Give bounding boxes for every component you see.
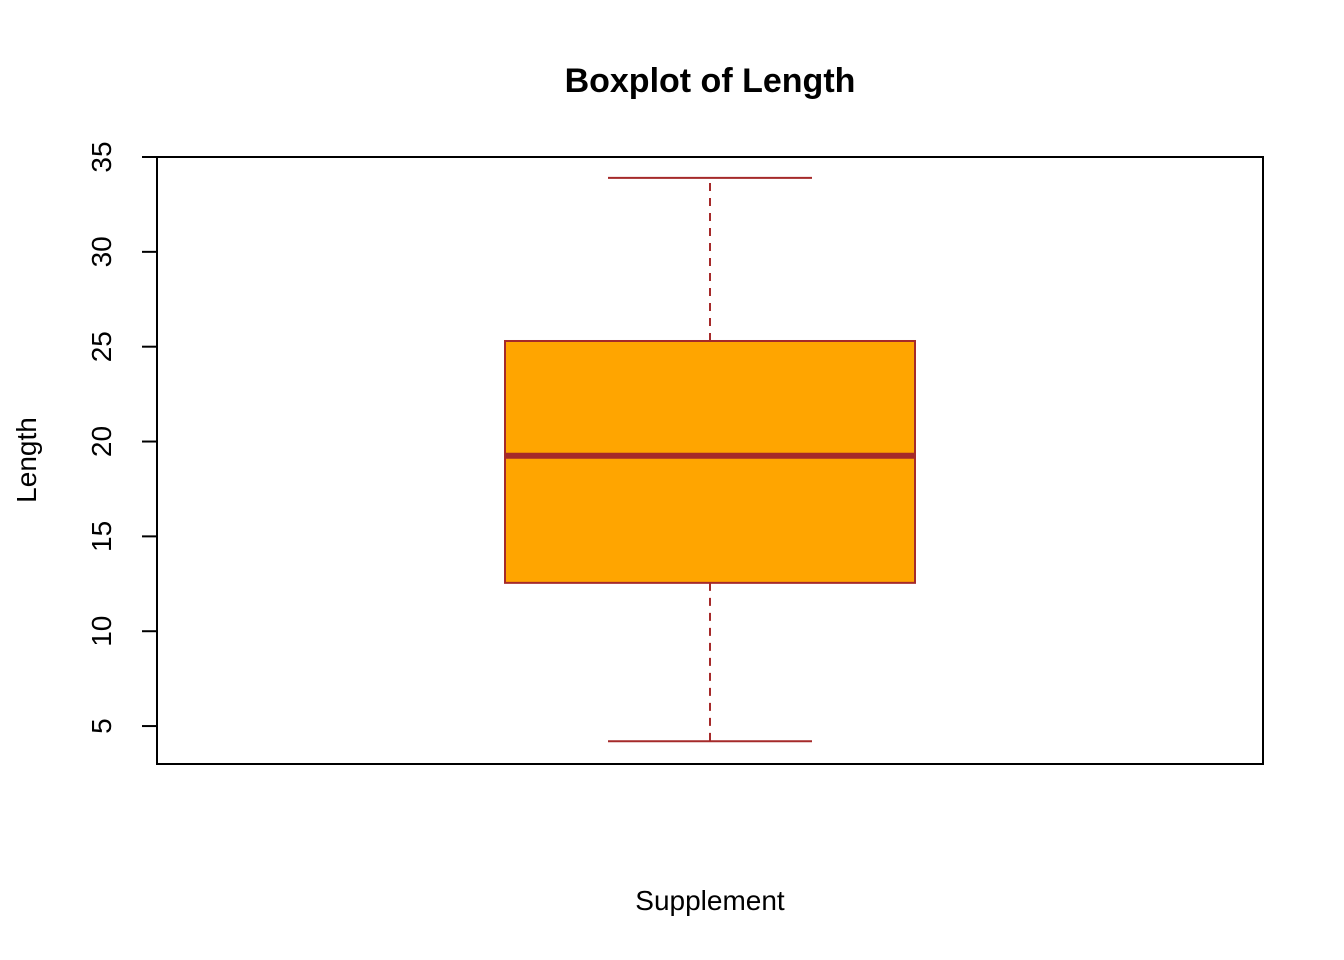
y-tick-label: 20 bbox=[86, 426, 117, 457]
interquartile-box bbox=[504, 339, 916, 584]
y-axis-label: Length bbox=[11, 417, 42, 503]
y-ticks: 5 10 15 20 25 30 35 bbox=[86, 141, 157, 734]
y-tick-label: 30 bbox=[86, 236, 117, 267]
chart-title: Boxplot of Length bbox=[565, 62, 856, 100]
box-group bbox=[504, 176, 916, 743]
y-tick-label: 15 bbox=[86, 521, 117, 552]
y-tick-label: 25 bbox=[86, 331, 117, 362]
y-tick-label: 35 bbox=[86, 141, 117, 172]
y-axis: 5 10 15 20 25 30 35 bbox=[86, 141, 158, 734]
y-tick-label: 10 bbox=[86, 616, 117, 647]
y-tick-label: 5 bbox=[86, 718, 117, 734]
x-axis-label: Supplement bbox=[635, 885, 785, 916]
